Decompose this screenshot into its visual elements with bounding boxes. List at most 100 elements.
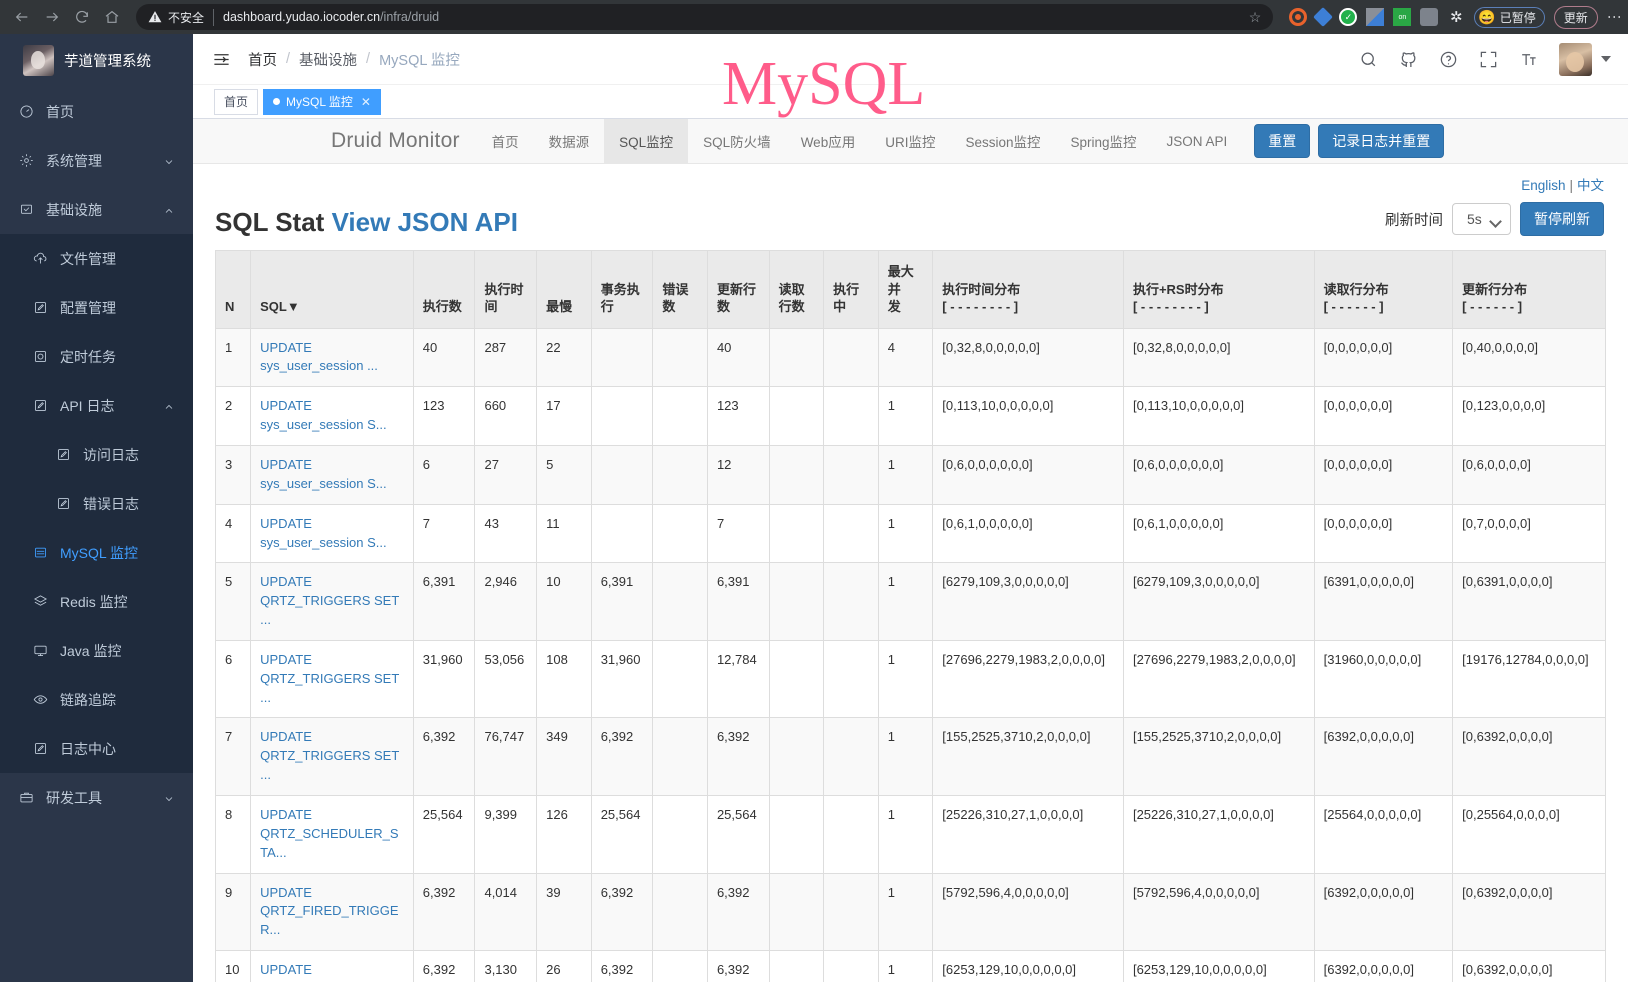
cell-value: 6,391	[600, 574, 634, 590]
druid-nav-JSON API[interactable]: JSON API	[1152, 119, 1243, 163]
cell-exec: 25,564	[412, 794, 476, 874]
sidebar-item-错误日志[interactable]: 错误日志	[0, 479, 193, 528]
help-circle-icon[interactable]	[1439, 50, 1458, 69]
druid-brand[interactable]: Druid Monitor	[331, 129, 460, 152]
sidebar-item-系统管理[interactable]: 系统管理	[0, 136, 193, 185]
sql-link[interactable]: UPDATE sys_user_session S...	[260, 515, 387, 550]
close-icon[interactable]: ✕	[360, 94, 371, 109]
sidebar-item-定时任务[interactable]: 定时任务	[0, 332, 193, 381]
sidebar-item-链路追踪[interactable]: 链路追踪	[0, 675, 193, 724]
sql-link[interactable]: UPDATE QRTZ_FIRED_TRIGGER...	[260, 884, 399, 938]
sidebar-item-Redis-监控[interactable]: Redis 监控	[0, 577, 193, 626]
druid-nav-URI监控[interactable]: URI监控	[870, 119, 950, 163]
chevron-down-icon[interactable]	[163, 155, 175, 167]
key-extension[interactable]	[1420, 8, 1439, 26]
breadcrumb-item-1[interactable]: 基础设施	[299, 52, 358, 69]
sql-link[interactable]: UPDATE QRTZ_TRIGGERS SET ...	[260, 574, 400, 628]
stat-header: SQL Stat View JSON API 刷新时间 5s 暂停刷新	[193, 194, 1628, 238]
reset-button[interactable]: 重置	[1254, 124, 1311, 158]
orange-circle-extension[interactable]	[1289, 8, 1308, 26]
breadcrumb-item-0[interactable]: 首页	[248, 52, 277, 69]
sql-link[interactable]: UPDATE QRTZ_SCHEDULER_STA...	[260, 806, 399, 860]
cell-value: [0,6392,0,0,0,0]	[1462, 729, 1553, 745]
profile-paused-button[interactable]: 😄 已暂停	[1474, 6, 1545, 28]
avatar[interactable]	[1559, 42, 1592, 76]
sidebar-item-首页[interactable]: 首页	[0, 87, 193, 136]
column-header-1[interactable]: SQL▼	[250, 250, 414, 329]
lang-english-link[interactable]: English	[1521, 178, 1566, 193]
sql-link[interactable]: UPDATE sys_user_session S...	[260, 398, 387, 433]
sidebar-item-Java-监控[interactable]: Java 监控	[0, 626, 193, 675]
sidebar-item-API-日志[interactable]: API 日志	[0, 381, 193, 430]
sidebar-item-MySQL-监控[interactable]: MySQL 监控	[0, 528, 193, 577]
chevron-up-icon[interactable]	[163, 400, 175, 412]
fullscreen-icon[interactable]	[1479, 50, 1498, 69]
cell-value: 4,014	[484, 884, 518, 900]
pause-refresh-button[interactable]: 暂停刷新	[1520, 202, 1604, 236]
view-json-api-link[interactable]: View JSON API	[331, 207, 518, 237]
github-icon[interactable]	[1399, 50, 1418, 69]
druid-nav-Session监控[interactable]: Session监控	[950, 119, 1055, 163]
cell-slow: 5	[536, 445, 592, 505]
cell-value: 6,392	[600, 962, 634, 978]
sidebar-item-研发工具[interactable]: 研发工具	[0, 773, 193, 822]
address-bar[interactable]: 不安全 dashboard.yudao.iocoder.cn/infra/dru…	[136, 4, 1274, 30]
sql-link[interactable]: UPDATE QRTZ_TRIGGERS SET ...	[260, 729, 400, 783]
cell-d3: [31960,0,0,0,0,0]	[1313, 639, 1454, 719]
druid-nav-数据源[interactable]: 数据源	[534, 119, 605, 163]
lang-chinese-link[interactable]: 中文	[1577, 178, 1604, 193]
sidebar-item-日志中心[interactable]: 日志中心	[0, 724, 193, 773]
puzzle-extension[interactable]: ✲	[1450, 9, 1463, 26]
back-arrow-icon[interactable]	[8, 3, 36, 31]
sql-link[interactable]: UPDATE sys_user_session ...	[260, 339, 378, 374]
tab-home[interactable]: 首页	[214, 88, 259, 115]
list-on-extension[interactable]: on	[1393, 8, 1412, 26]
table-row: 2 UPDATE sys_user_session S... 123 660 17 123…	[214, 386, 1606, 447]
cell-time: 4,014	[474, 872, 538, 952]
sidebar-brand[interactable]: 芋道管理系统	[0, 34, 193, 87]
druid-nav-SQL防火墙[interactable]: SQL防火墙	[688, 119, 786, 163]
sidebar-item-文件管理[interactable]: 文件管理	[0, 234, 193, 283]
cell-exec: 6,392	[412, 950, 476, 982]
cell-exec: 40	[412, 327, 476, 388]
blue-diamond-extension[interactable]	[1313, 7, 1334, 27]
sidebar-item-配置管理[interactable]: 配置管理	[0, 283, 193, 332]
chevron-down-icon[interactable]	[163, 792, 175, 804]
star-icon[interactable]: ☆	[1248, 8, 1262, 25]
druid-nav-SQL监控[interactable]: SQL监控	[604, 119, 689, 163]
log-and-reset-button[interactable]: 记录日志并重置	[1318, 124, 1445, 158]
tab-mysql-monitor-label: MySQL 监控	[286, 95, 353, 109]
green-check-extension[interactable]: ✓	[1339, 8, 1358, 26]
cell-read	[768, 503, 825, 564]
cell-value: 27	[484, 457, 499, 473]
sidebar-item-基础设施[interactable]: 基础设施	[0, 185, 193, 234]
sql-link[interactable]: UPDATE sys_user_session S...	[260, 457, 387, 491]
cell-value: [0,40,0,0,0,0]	[1462, 339, 1539, 355]
update-button[interactable]: 更新	[1553, 5, 1598, 29]
chevron-up-icon[interactable]	[163, 204, 175, 216]
cell-running	[823, 717, 879, 796]
column-header-main: 最大并	[887, 264, 914, 297]
kebab-menu-icon[interactable]: ⋮	[1607, 10, 1623, 24]
druid-nav-Spring监控[interactable]: Spring监控	[1055, 119, 1151, 163]
font-size-icon[interactable]	[1519, 50, 1538, 69]
cell-d3: [0,0,0,0,0,0]	[1313, 503, 1454, 564]
search-icon[interactable]	[1359, 50, 1378, 69]
cell-time: 53,056	[474, 639, 538, 719]
refresh-interval-select[interactable]: 5s	[1452, 203, 1511, 235]
chevron-down-icon[interactable]	[1601, 56, 1611, 62]
tab-home-label: 首页	[224, 95, 249, 109]
forward-arrow-icon[interactable]	[38, 3, 66, 31]
grid-extension[interactable]	[1366, 8, 1385, 26]
sql-link[interactable]: UPDATE QRTZ_CRON_TRIGGERS...	[260, 962, 398, 982]
home-icon[interactable]	[98, 3, 126, 31]
sql-link[interactable]: UPDATE QRTZ_TRIGGERS SET ...	[260, 651, 400, 705]
sidebar-item-访问日志[interactable]: 访问日志	[0, 430, 193, 479]
tab-mysql-monitor[interactable]: MySQL 监控 ✕	[263, 88, 381, 115]
reload-icon[interactable]	[68, 3, 96, 31]
cell-tx: 25,564	[590, 794, 654, 874]
hamburger-icon[interactable]	[193, 50, 248, 69]
druid-nav-Web应用[interactable]: Web应用	[786, 119, 871, 163]
column-header-7: 更新行数	[706, 250, 770, 329]
druid-nav-首页[interactable]: 首页	[477, 119, 534, 163]
